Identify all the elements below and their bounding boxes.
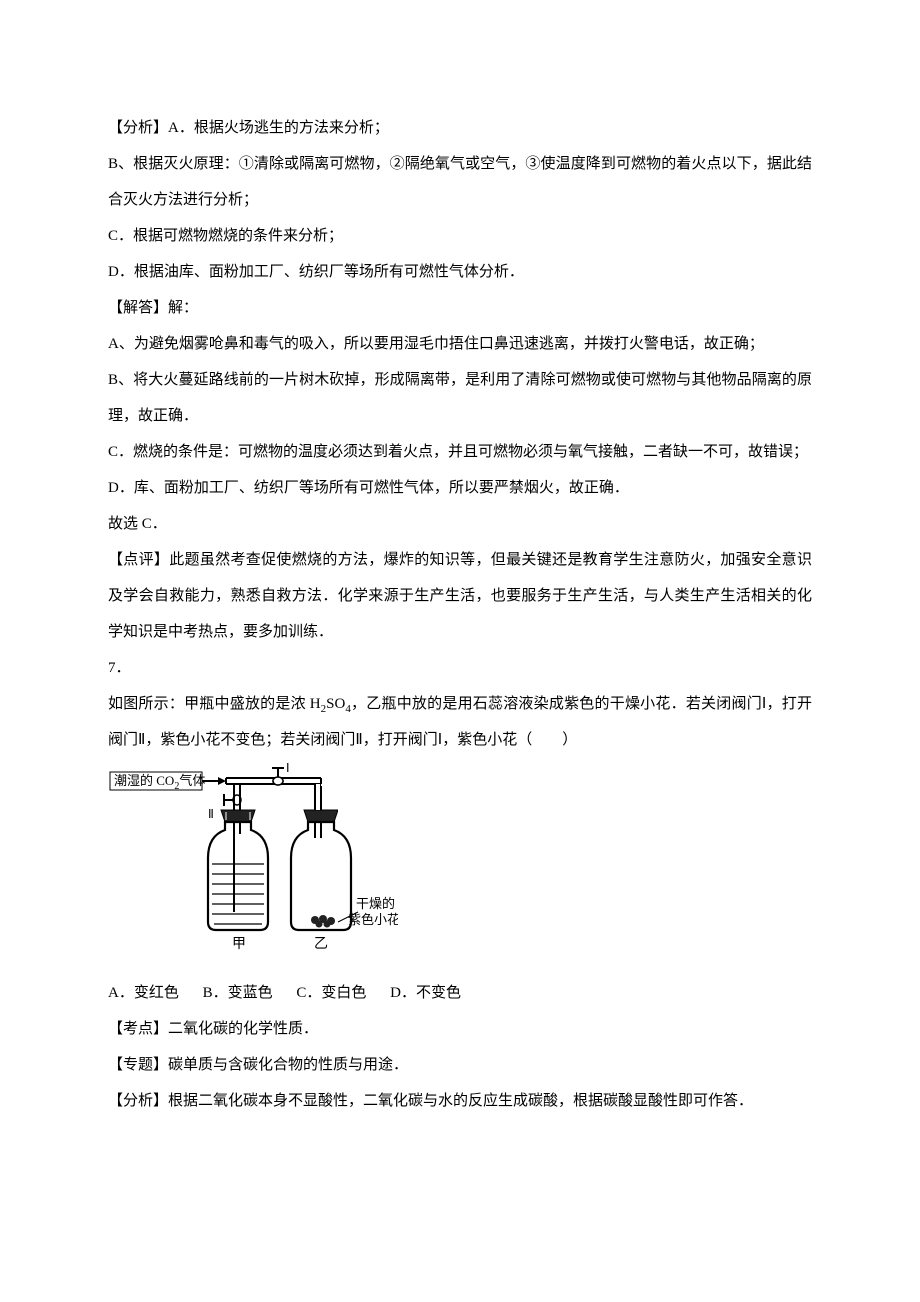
valve-ii-label: Ⅱ: [208, 807, 214, 821]
q7-options: A．变红色 B．变蓝色 C．变白色 D．不变色: [108, 975, 812, 1011]
q7-kaodian: 【考点】二氧化碳的化学性质．: [108, 1011, 812, 1047]
valve-i-label: Ⅰ: [286, 762, 290, 775]
option-b: B．变蓝色: [203, 985, 273, 1001]
option-c: C．变白色: [296, 985, 366, 1001]
diagram-wrap: 潮湿的 CO2气体 Ⅰ Ⅱ: [108, 762, 812, 971]
dry-label: 干燥的: [356, 896, 395, 911]
comment: 【点评】此题虽然考查促使燃烧的方法，爆炸的知识等，但最关键还是教育学生注意防火，…: [108, 542, 812, 650]
solve-a: A、为避免烟雾呛鼻和毒气的吸入，所以要用湿毛巾捂住口鼻迅速逃离，并拨打火警电话，…: [108, 326, 812, 362]
gas-label-text: 潮湿的 CO2气体: [114, 773, 205, 792]
valve-i-body-2: [273, 777, 283, 785]
answer-line: 故选 C．: [108, 506, 812, 542]
mask-old: [338, 784, 350, 814]
gas-label-after: 气体: [179, 773, 205, 788]
right-bottle: [291, 822, 351, 930]
solve-d: D．库、面粉加工厂、纺织厂等场所有可燃性气体，所以要严禁烟火，故正确．: [108, 470, 812, 506]
q7-zhuanti: 【专题】碳单质与含碳化合物的性质与用途．: [108, 1047, 812, 1083]
q7-fenxi: 【分析】根据二氧化碳本身不显酸性，二氧化碳与水的反应生成碳酸，根据碳酸显酸性即可…: [108, 1083, 812, 1119]
mask-tube-end: [321, 776, 351, 786]
analysis-b: B、根据灭火原理：①清除或隔离可燃物，②隔绝氧气或空气，③使温度降到可燃物的着火…: [108, 146, 812, 218]
solve-c: C．燃烧的条件是：可燃物的温度必须达到着火点，并且可燃物必须与氧气接触，二者缺一…: [108, 434, 812, 470]
flower-label: 紫色小花: [348, 912, 398, 927]
page: 【分析】A．根据火场逃生的方法来分析； B、根据灭火原理：①清除或隔离可燃物，②…: [0, 0, 920, 1302]
q7-text-1: 如图所示：甲瓶中盛放的是浓 H: [108, 696, 321, 712]
option-d: D．不变色: [390, 985, 461, 1001]
analysis-d: D．根据油库、面粉加工厂、纺织厂等场所有可燃性气体分析．: [108, 254, 812, 290]
q7-stem: 如图所示：甲瓶中盛放的是浓 H2SO4，乙瓶中放的是用石蕊溶液染成紫色的干燥小花…: [108, 686, 812, 758]
solve-b: B、将大火蔓延路线前的一片树木砍掉，形成隔离带，是利用了清除可燃物或使可燃物与其…: [108, 362, 812, 434]
apparatus-diagram: 潮湿的 CO2气体 Ⅰ Ⅱ: [108, 762, 398, 957]
right-bottle-label: 乙: [314, 936, 328, 952]
arrow-head-icon: [218, 777, 226, 785]
solve-heading: 【解答】解：: [108, 290, 812, 326]
option-a: A．变红色: [108, 985, 179, 1001]
q7-number: 7．: [108, 650, 812, 686]
left-bottle-label: 甲: [232, 937, 246, 952]
right-stopper: [304, 810, 338, 822]
gas-label-before: 潮湿的 CO: [114, 773, 174, 788]
analysis-a: 【分析】A．根据火场逃生的方法来分析；: [108, 110, 812, 146]
analysis-c: C．根据可燃物燃烧的条件来分析；: [108, 218, 812, 254]
q7-text-2: SO: [326, 696, 345, 712]
